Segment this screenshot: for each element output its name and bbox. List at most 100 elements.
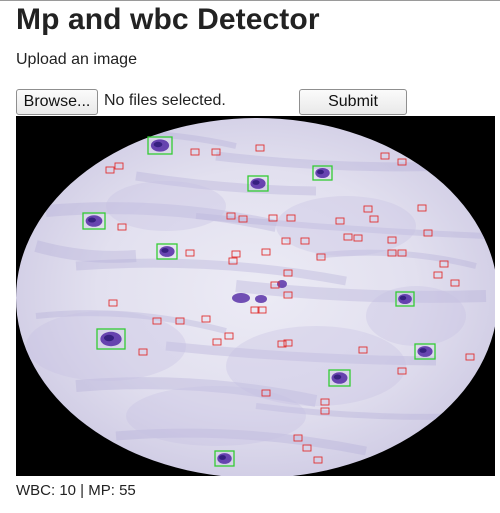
smear-patch [276, 196, 416, 256]
top-border [0, 0, 500, 1]
mp-box [283, 291, 293, 299]
mp-box [238, 215, 248, 223]
stained-cell [255, 295, 267, 303]
mp-box [439, 260, 449, 268]
wbc-nucleus [333, 374, 342, 380]
wbc-nucleus [252, 180, 260, 185]
detection-counts: WBC: 10 | MP: 55 [16, 482, 136, 499]
microscope-image [16, 116, 495, 476]
mp-box [320, 398, 330, 406]
mp-box [363, 205, 373, 213]
mp-box [335, 217, 345, 225]
mp-box [316, 253, 326, 261]
smear-streak [75, 377, 318, 407]
mp-box [465, 353, 475, 361]
mp-box [211, 148, 221, 156]
wbc-box [395, 291, 415, 307]
wbc-nucleus [88, 217, 96, 223]
mp-box [450, 279, 460, 287]
wbc-box [312, 165, 333, 181]
smear-streak [75, 258, 347, 286]
mp-box [417, 204, 427, 212]
smear-patch [26, 311, 186, 381]
mp-box [433, 271, 443, 279]
mp-box [358, 346, 368, 354]
mp-box [277, 340, 287, 348]
stained-cell [277, 280, 287, 288]
mp-box [231, 250, 241, 258]
wbc-box [414, 343, 436, 360]
smear-patch [126, 386, 306, 446]
wbc-box [247, 175, 269, 192]
mp-box [261, 389, 271, 397]
mp-box [320, 407, 330, 415]
mp-box [423, 229, 433, 237]
mp-box [270, 281, 280, 289]
mp-box [369, 215, 379, 223]
submit-query-button[interactable]: Submit Query [299, 89, 407, 134]
mp-box [190, 148, 200, 156]
mp-box [228, 257, 238, 265]
wbc-nucleus [103, 334, 115, 342]
mp-box [397, 367, 407, 375]
mp-box [268, 214, 278, 222]
upload-label: Upload an image [16, 51, 137, 68]
mp-box [380, 152, 390, 160]
smear-streak [135, 171, 317, 196]
smear-patch [106, 181, 226, 231]
wbc-box [156, 243, 178, 260]
wbc-nucleus [399, 295, 407, 301]
mp-box [224, 332, 234, 340]
wbc-box [96, 328, 126, 350]
stained-cell [232, 293, 250, 303]
mp-box [212, 338, 222, 346]
mp-box [152, 317, 162, 325]
mp-box [255, 144, 265, 152]
wbc-nucleus [317, 169, 324, 175]
mp-box [117, 223, 127, 231]
mp-box [343, 233, 353, 241]
mp-box [261, 248, 271, 256]
mp-box [201, 315, 211, 323]
smear-streak [165, 341, 437, 366]
wbc-box [214, 450, 235, 467]
mp-box [105, 166, 115, 174]
mp-box [250, 306, 260, 314]
mp-box [302, 444, 312, 452]
mp-box [281, 237, 291, 245]
wbc-nucleus [419, 348, 427, 353]
smear-patch [366, 286, 466, 346]
wbc-box [328, 369, 351, 387]
mp-box [286, 214, 296, 222]
page-title: Mp and wbc Detector [16, 3, 320, 36]
mp-box [387, 236, 397, 244]
smear-patch [226, 326, 406, 406]
mp-box [387, 249, 397, 257]
wbc-nucleus [161, 248, 169, 253]
mp-box [226, 212, 236, 220]
mp-box [108, 299, 118, 307]
wbc-nucleus [153, 141, 163, 148]
smear-streak [115, 428, 367, 456]
stained-cells [85, 139, 433, 464]
mp-box [175, 317, 185, 325]
mp-box [313, 456, 323, 464]
file-status-text: No files selected. [104, 92, 226, 109]
mp-box [300, 237, 310, 245]
mp-box [397, 158, 407, 166]
result-image [16, 116, 495, 476]
mp-box [114, 162, 124, 170]
mp-box [353, 234, 363, 242]
mp-box [185, 249, 195, 257]
wbc-detections [82, 136, 436, 467]
microscope-field [16, 118, 495, 476]
mp-box [283, 339, 293, 347]
mp-box [138, 348, 148, 356]
mp-box [283, 269, 293, 277]
smear-streak [195, 213, 487, 239]
wbc-box [82, 212, 106, 230]
mp-box [257, 306, 267, 314]
wbc-nucleus [219, 455, 226, 460]
mp-box [397, 249, 407, 257]
browse-button[interactable]: Browse... [16, 89, 98, 115]
